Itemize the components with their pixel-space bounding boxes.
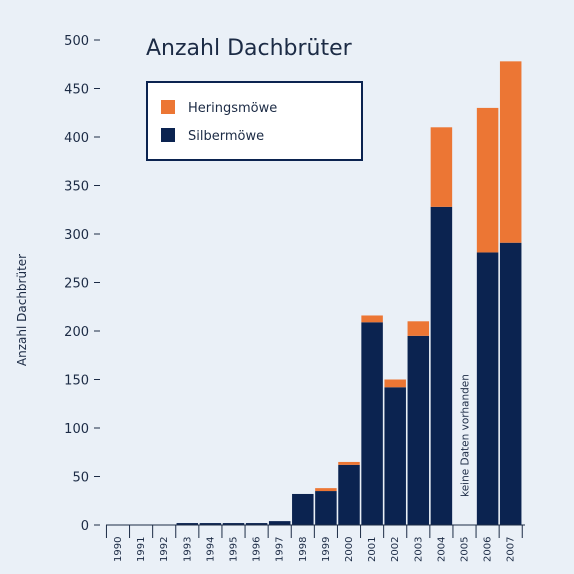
y-tick-label: 0 <box>81 519 89 534</box>
legend-swatch-silbermwe <box>161 128 175 142</box>
x-tick-label-1995: 1995 <box>229 537 240 562</box>
y-tick-label: 400 <box>64 131 89 146</box>
legend: Heringsmöwe Silbermöwe <box>146 81 363 161</box>
bar-silbermwe-1996 <box>245 523 268 525</box>
x-tick-label-1997: 1997 <box>275 537 286 562</box>
legend-label: Heringsmöwe <box>188 101 277 116</box>
bar-silbermwe-1997 <box>268 521 291 525</box>
x-tick-label-1996: 1996 <box>252 537 263 562</box>
annotation-no-data: keine Daten vorhanden <box>460 374 472 497</box>
bar-heringsmwe-2006 <box>476 107 499 253</box>
x-tick-label-1992: 1992 <box>159 537 170 562</box>
bar-silbermwe-2004 <box>430 206 453 525</box>
x-tick-label-1994: 1994 <box>205 537 216 562</box>
bar-silbermwe-1998 <box>292 493 314 525</box>
x-tick-label-2000: 2000 <box>344 537 355 562</box>
x-tick-label-1999: 1999 <box>321 537 332 562</box>
x-tick-label-1991: 1991 <box>136 537 147 562</box>
bar-silbermwe-1993 <box>176 523 199 525</box>
x-tick-label-2007: 2007 <box>506 537 517 562</box>
bar-silbermwe-2006 <box>476 252 499 525</box>
bar-heringsmwe-2001 <box>361 315 383 323</box>
x-axis: 1990 1991 1992 1993 1994 1995 1996 1997 1998 1999… <box>105 524 525 562</box>
bars <box>176 61 522 526</box>
y-tick-label: 50 <box>72 471 89 486</box>
legend-swatch-heringsmwe <box>161 100 175 114</box>
y-tick-label: 500 <box>64 34 89 49</box>
legend-box <box>146 81 363 161</box>
x-tick-label-2001: 2001 <box>367 537 378 562</box>
y-tick-label: 300 <box>64 228 89 243</box>
bar-silbermwe-2000 <box>338 464 360 525</box>
y-tick-label: 150 <box>64 374 89 389</box>
y-axis-label: Anzahl Dachbrüter <box>15 254 29 366</box>
x-tick-label-1993: 1993 <box>182 537 193 562</box>
x-tick-label-2003: 2003 <box>413 537 424 562</box>
bar-silbermwe-2001 <box>361 322 383 525</box>
y-tick-label: 100 <box>64 422 89 437</box>
y-axis-ticks: 0 50 100 150 200 250 300 350 400 450 500 <box>64 34 100 534</box>
bar-heringsmwe-1999 <box>315 488 337 492</box>
bar-heringsmwe-2004 <box>430 127 453 207</box>
legend-items: Heringsmöwe Silbermöwe <box>161 100 277 144</box>
bar-silbermwe-1999 <box>315 491 337 525</box>
y-tick-label: 450 <box>64 83 89 98</box>
x-tick-label-2006: 2006 <box>483 537 494 562</box>
bar-silbermwe-1995 <box>222 523 245 525</box>
bar-heringsmwe-2007 <box>499 61 522 243</box>
bar-silbermwe-1994 <box>199 523 222 525</box>
bar-heringsmwe-2002 <box>384 379 406 388</box>
x-tick-label-1998: 1998 <box>298 537 309 562</box>
x-tick-label-2004: 2004 <box>436 537 447 562</box>
x-tick-label-1990: 1990 <box>113 537 124 562</box>
y-tick-label: 250 <box>64 277 89 292</box>
bar-silbermwe-2002 <box>384 387 406 525</box>
legend-label: Silbermöwe <box>188 129 264 144</box>
chart-title: Anzahl Dachbrüter <box>146 36 353 61</box>
x-tick-label-2002: 2002 <box>390 537 401 562</box>
bar-heringsmwe-2000 <box>338 461 360 465</box>
y-tick-label: 350 <box>64 180 89 195</box>
bar-silbermwe-2007 <box>499 242 522 526</box>
annotations: keine Daten vorhanden <box>460 374 472 497</box>
y-tick-label: 200 <box>64 325 89 340</box>
x-tick-label-2005: 2005 <box>460 537 471 562</box>
bar-silbermwe-2003 <box>407 335 430 525</box>
bar-heringsmwe-2003 <box>407 321 430 336</box>
